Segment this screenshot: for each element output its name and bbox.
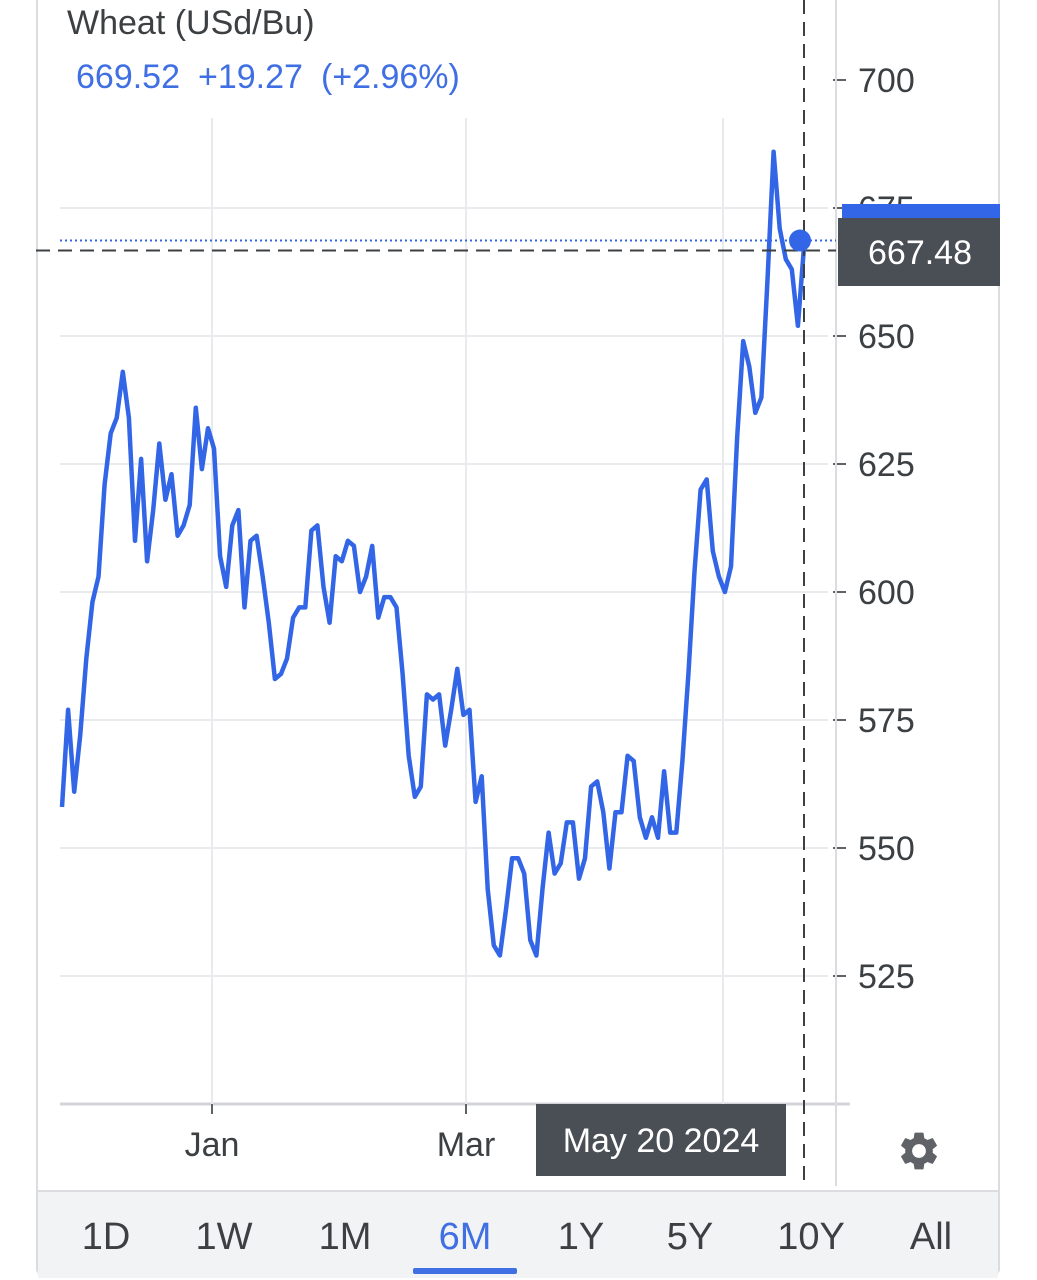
- y-tooltip-box: [838, 218, 1000, 286]
- y-tick-label: 650: [858, 318, 915, 356]
- price-quote: 669.52 +19.27 (+2.96%): [76, 58, 478, 97]
- current-price: 669.52: [76, 58, 180, 96]
- crosshair-point: [789, 229, 811, 252]
- x-tooltip-box: [536, 1104, 786, 1176]
- y-tick-label: 600: [858, 574, 915, 612]
- y-tick-label: 625: [858, 446, 915, 484]
- price-line: [59, 149, 807, 958]
- x-tick-label: Jan: [185, 1126, 240, 1164]
- tab-1w[interactable]: 1W: [195, 1216, 253, 1258]
- y-tick-label: 525: [858, 958, 915, 996]
- x-axis: Jan Mar: [185, 1104, 496, 1164]
- tab-underline: [413, 1268, 517, 1274]
- tab-6m[interactable]: 6M: [438, 1216, 492, 1258]
- tab-10y[interactable]: 10Y: [777, 1216, 845, 1258]
- tab-5y[interactable]: 5Y: [666, 1216, 714, 1258]
- y-tick-label: 575: [858, 702, 915, 740]
- chart-title: Wheat (USd/Bu): [67, 4, 315, 42]
- tab-1m[interactable]: 1M: [318, 1216, 372, 1258]
- y-tooltip-value: 667.48: [868, 234, 972, 272]
- price-change-percent: (+2.96%): [320, 58, 460, 96]
- y-axis: 525550575600625650675700: [833, 0, 915, 1186]
- price-change: +19.27: [198, 58, 303, 96]
- range-tabs: 1D 1W 1M 6M 1Y 5Y 10Y All: [38, 1190, 998, 1278]
- gear-icon[interactable]: [896, 1128, 942, 1174]
- plot-area: 667.48 May 20 2024: [36, 0, 1000, 1186]
- chart-grid: [60, 118, 850, 1106]
- x-tick-label: Mar: [437, 1126, 496, 1164]
- price-tag-accent: [842, 204, 1000, 218]
- y-tick-label: 700: [858, 62, 915, 100]
- y-tick-label: 550: [858, 830, 915, 868]
- tab-1d[interactable]: 1D: [81, 1216, 131, 1258]
- tab-all[interactable]: All: [909, 1216, 953, 1258]
- tab-1y[interactable]: 1Y: [557, 1216, 605, 1258]
- x-tooltip-date: May 20 2024: [563, 1122, 760, 1160]
